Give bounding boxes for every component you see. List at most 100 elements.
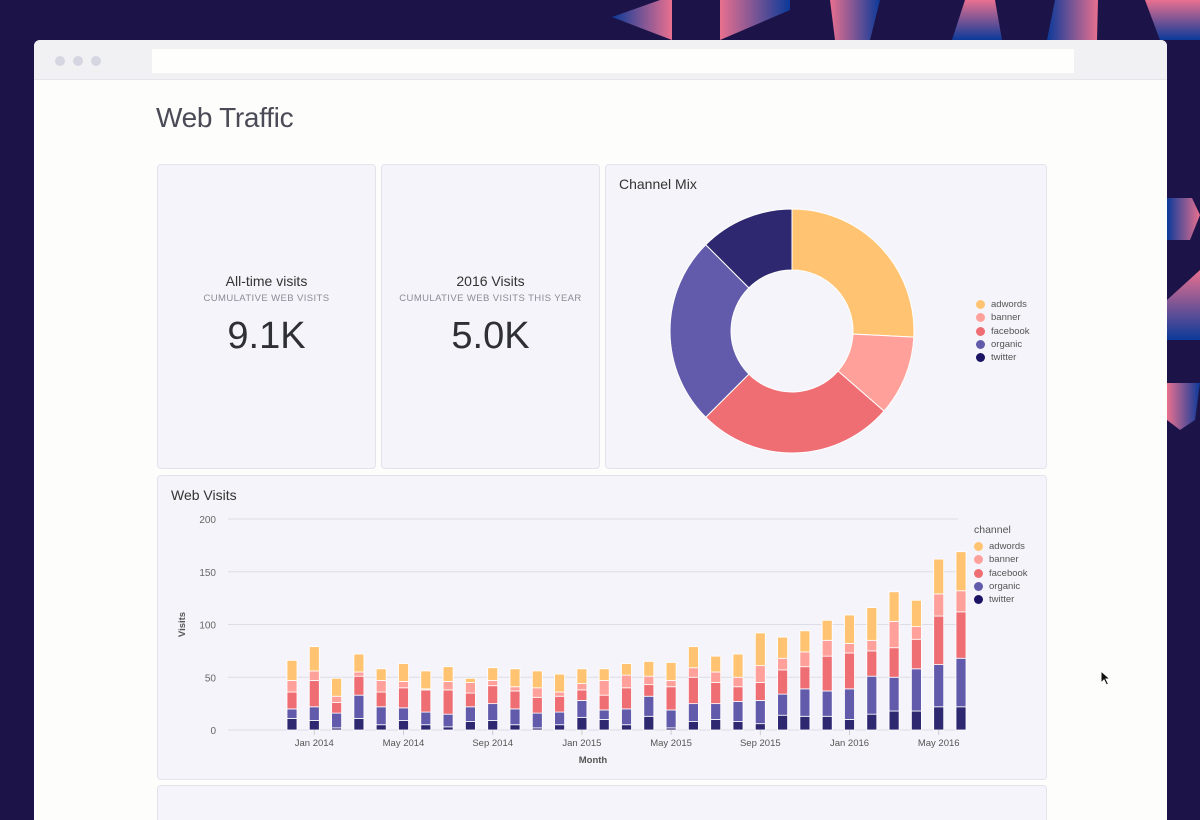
bar-segment-organic[interactable] [331, 712, 343, 729]
bar-segment-organic[interactable] [442, 713, 454, 728]
bar-segment-twitter[interactable] [554, 724, 566, 731]
window-dot-icon[interactable] [73, 56, 83, 66]
bar-segment-banner[interactable] [911, 626, 922, 640]
bar-segment-banner[interactable] [509, 686, 521, 692]
bar-segment-organic[interactable] [643, 695, 655, 717]
bar-segment-banner[interactable] [554, 691, 566, 697]
bar-segment-facebook[interactable] [621, 687, 632, 710]
bar-segment-facebook[interactable] [732, 686, 744, 702]
bar-segment-twitter[interactable] [844, 719, 855, 731]
bar-segment-adwords[interactable] [844, 614, 855, 644]
bar-segment-organic[interactable] [955, 657, 967, 708]
bar-segment-facebook[interactable] [375, 691, 387, 708]
bar-segment-facebook[interactable] [576, 689, 588, 701]
bar-segment-adwords[interactable] [732, 653, 744, 678]
bar-segment-banner[interactable] [487, 680, 499, 687]
bar-segment-twitter[interactable] [598, 719, 610, 731]
bar-segment-twitter[interactable] [799, 715, 811, 731]
legend-item-adwords[interactable]: adwords [974, 540, 1028, 553]
bar-segment-adwords[interactable] [665, 662, 677, 681]
bar-segment-twitter[interactable] [375, 724, 387, 731]
legend-item-adwords[interactable]: adwords [976, 298, 1030, 311]
bar-segment-facebook[interactable] [844, 652, 855, 690]
bar-segment-facebook[interactable] [531, 696, 543, 714]
bar-segment-adwords[interactable] [888, 591, 900, 622]
bar-segment-facebook[interactable] [286, 691, 298, 710]
bar-segment-organic[interactable] [888, 676, 900, 712]
bar-segment-adwords[interactable] [308, 646, 320, 672]
bar-segment-twitter[interactable] [286, 717, 298, 731]
bar-segment-twitter[interactable] [420, 724, 432, 731]
bar-segment-facebook[interactable] [754, 682, 766, 701]
bar-segment-banner[interactable] [710, 671, 722, 683]
bar-segment-facebook[interactable] [888, 647, 900, 678]
bar-segment-organic[interactable] [732, 701, 744, 722]
bar-segment-adwords[interactable] [777, 636, 788, 659]
bar-segment-organic[interactable] [821, 690, 833, 717]
bar-segment-facebook[interactable] [710, 682, 722, 705]
bar-segment-twitter[interactable] [754, 723, 766, 731]
bar-segment-organic[interactable] [531, 712, 543, 729]
bar-segment-adwords[interactable] [933, 558, 945, 595]
bar-segment-adwords[interactable] [464, 677, 476, 683]
bar-segment-twitter[interactable] [442, 726, 454, 731]
bar-segment-facebook[interactable] [598, 694, 610, 711]
donut-slice-organic[interactable] [669, 244, 750, 418]
bar-segment-facebook[interactable] [643, 684, 655, 697]
bar-segment-facebook[interactable] [353, 675, 365, 696]
legend-item-facebook[interactable]: facebook [974, 567, 1028, 580]
bar-segment-twitter[interactable] [487, 720, 499, 731]
bar-segment-banner[interactable] [799, 651, 811, 668]
bar-segment-twitter[interactable] [933, 706, 945, 731]
bar-segment-banner[interactable] [777, 657, 788, 671]
bar-segment-banner[interactable] [442, 681, 454, 691]
bar-segment-facebook[interactable] [464, 692, 476, 708]
bar-segment-adwords[interactable] [710, 655, 722, 673]
bar-segment-organic[interactable] [688, 703, 699, 722]
address-bar[interactable] [152, 49, 1074, 73]
bar-segment-twitter[interactable] [353, 717, 365, 731]
bar-segment-organic[interactable] [621, 708, 632, 726]
bar-segment-banner[interactable] [531, 687, 543, 698]
bar-segment-banner[interactable] [754, 665, 766, 683]
bar-segment-adwords[interactable] [375, 668, 387, 681]
bar-segment-facebook[interactable] [933, 615, 945, 665]
bar-segment-facebook[interactable] [955, 611, 967, 659]
legend-item-twitter[interactable]: twitter [974, 593, 1028, 606]
bar-segment-facebook[interactable] [420, 689, 432, 713]
bar-segment-twitter[interactable] [955, 706, 967, 731]
bar-segment-twitter[interactable] [308, 720, 320, 731]
bar-segment-banner[interactable] [464, 682, 476, 694]
bar-segment-organic[interactable] [464, 706, 476, 722]
bar-segment-facebook[interactable] [331, 702, 343, 714]
bar-segment-adwords[interactable] [286, 659, 298, 681]
legend-item-banner[interactable]: banner [974, 553, 1028, 566]
bar-segment-twitter[interactable] [688, 721, 699, 731]
donut-slice-facebook[interactable] [705, 370, 885, 454]
bar-segment-twitter[interactable] [464, 721, 476, 731]
bar-segment-facebook[interactable] [911, 638, 922, 670]
bar-segment-facebook[interactable] [688, 676, 699, 705]
donut-slice-twitter[interactable] [705, 208, 793, 289]
bar-segment-twitter[interactable] [621, 724, 632, 731]
bar-segment-banner[interactable] [353, 671, 365, 677]
bar-segment-facebook[interactable] [866, 650, 878, 677]
bar-segment-facebook[interactable] [799, 666, 811, 690]
bar-segment-facebook[interactable] [821, 655, 833, 692]
bar-segment-adwords[interactable] [955, 551, 967, 592]
bar-segment-facebook[interactable] [509, 690, 521, 710]
bar-segment-adwords[interactable] [331, 677, 343, 697]
bar-segment-twitter[interactable] [643, 715, 655, 731]
bar-segment-banner[interactable] [331, 695, 343, 703]
bar-segment-adwords[interactable] [821, 619, 833, 641]
bar-segment-adwords[interactable] [398, 663, 409, 682]
bar-segment-banner[interactable] [933, 593, 945, 617]
bar-segment-twitter[interactable] [732, 721, 744, 731]
bar-segment-banner[interactable] [621, 674, 632, 689]
bar-segment-organic[interactable] [509, 708, 521, 726]
bar-segment-facebook[interactable] [442, 689, 454, 715]
bar-segment-facebook[interactable] [777, 669, 788, 695]
bar-segment-banner[interactable] [665, 680, 677, 688]
donut-slice-adwords[interactable] [791, 208, 915, 338]
bar-segment-facebook[interactable] [487, 685, 499, 705]
